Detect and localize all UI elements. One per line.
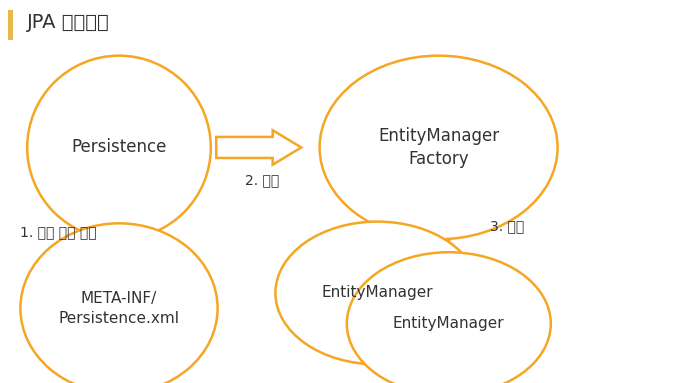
Ellipse shape: [27, 56, 211, 239]
Polygon shape: [422, 234, 455, 253]
Ellipse shape: [320, 56, 558, 239]
Text: EntityManager: EntityManager: [393, 316, 505, 331]
Text: 1. 설정 정보 조회: 1. 설정 정보 조회: [20, 225, 97, 239]
Text: Persistence: Persistence: [71, 139, 167, 156]
Bar: [112, 199, 126, 241]
Ellipse shape: [347, 252, 551, 383]
Polygon shape: [103, 241, 135, 260]
Ellipse shape: [275, 222, 479, 364]
Text: EntityManager: EntityManager: [322, 285, 433, 301]
Ellipse shape: [20, 223, 218, 383]
Polygon shape: [216, 130, 301, 165]
Text: 2. 생성: 2. 생성: [245, 173, 279, 187]
Text: META-INF/
Persistence.xml: META-INF/ Persistence.xml: [58, 291, 180, 326]
Text: EntityManager
Factory: EntityManager Factory: [378, 127, 499, 168]
Text: 3. 생성: 3. 생성: [490, 219, 524, 233]
Bar: [431, 199, 446, 234]
Text: JPA 구동방식: JPA 구동방식: [27, 13, 110, 33]
Bar: [8, 10, 13, 40]
